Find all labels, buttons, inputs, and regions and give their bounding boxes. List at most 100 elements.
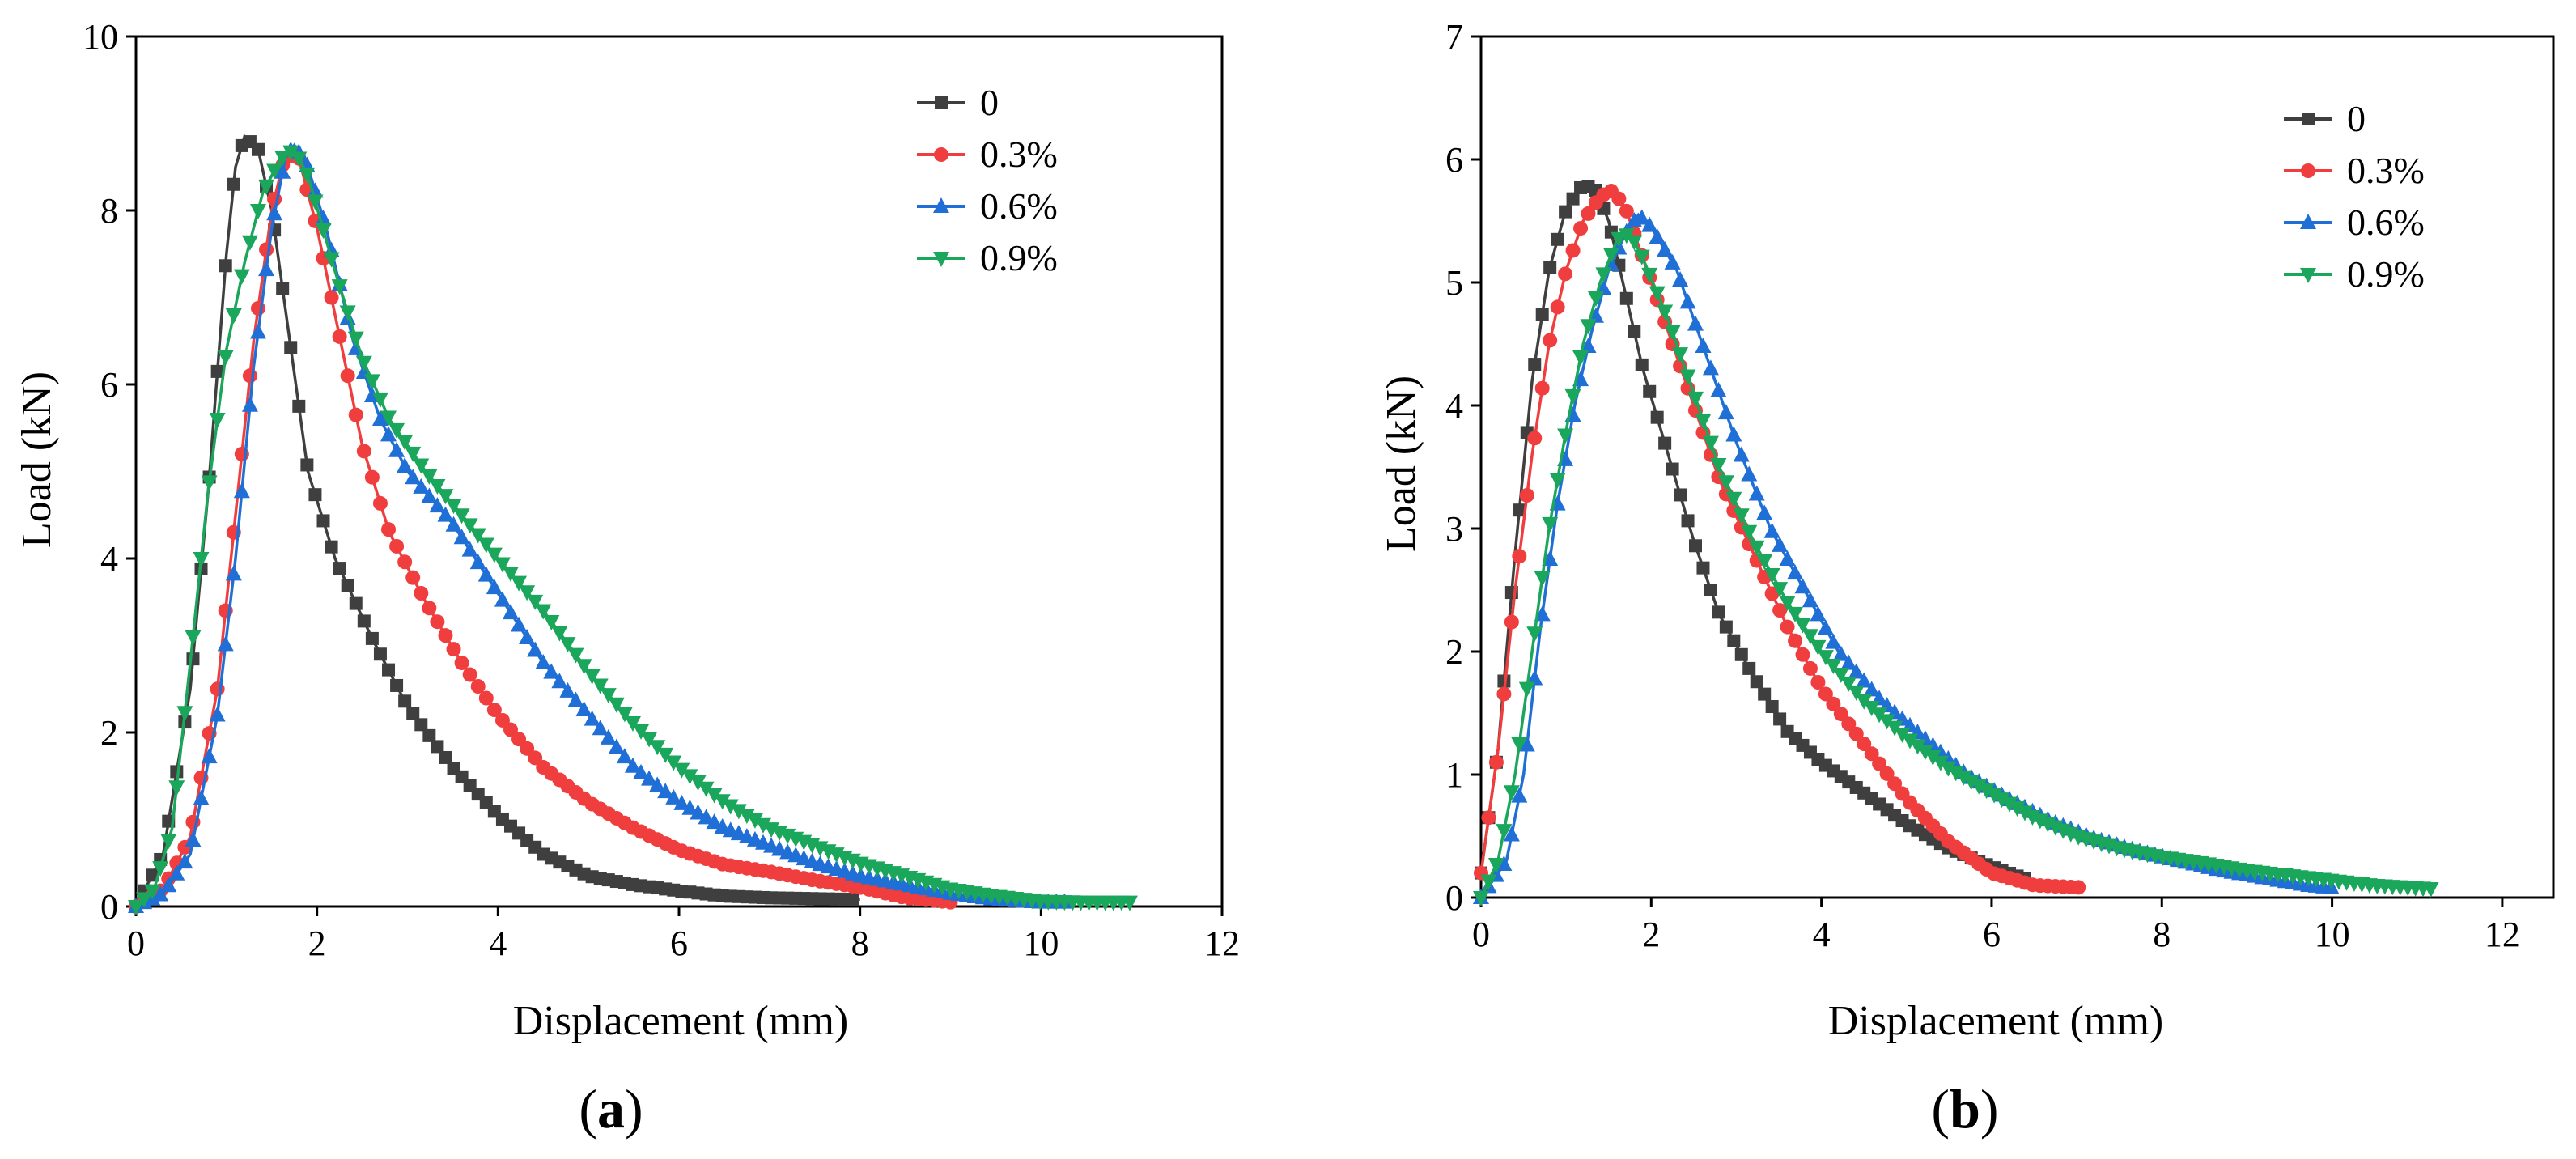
panel-a-label: (a) [579, 1078, 643, 1140]
panel-b-data-point [1619, 291, 1633, 305]
panel-a-data-point [325, 540, 338, 554]
panel-b-data-point [1763, 522, 1780, 538]
panel-b-data-point [1695, 414, 1712, 430]
panel-a-data-point [405, 570, 421, 585]
panel-b-data-point [1886, 720, 1903, 737]
panel-b-data-point [1902, 733, 1918, 749]
panel-b-data-point [1664, 253, 1681, 270]
panel-a-data-point [624, 715, 641, 732]
panel-a-data-point [128, 900, 144, 915]
panel-b-data-point [1557, 428, 1574, 444]
panel-b-data-point [1772, 536, 1789, 552]
panel-b-data-point [1672, 270, 1689, 287]
panel-a-data-point [241, 235, 258, 251]
panel-a-data-point [494, 712, 510, 728]
panel-a-data-point [431, 740, 444, 754]
panel-b-data-point [1833, 707, 1848, 722]
panel-a-data-point [186, 652, 200, 666]
panel-b-data-point [1832, 667, 1849, 683]
panel-b-data-point [2016, 805, 2033, 821]
panel-a-data-point [543, 615, 560, 631]
panel-b-data-point [1572, 350, 1589, 366]
panel-b-data-point [1687, 391, 1704, 407]
panel-b-data-point [1473, 891, 1489, 906]
panel-a-data-point [193, 789, 210, 805]
panel-b-data-point [1879, 766, 1895, 781]
panel-b-data-point [1681, 514, 1695, 528]
panel-b-data-point [1633, 249, 1650, 265]
panel-b-y-tick-label: 3 [1445, 509, 1463, 549]
panel-b-data-point [1674, 488, 1687, 502]
panel-a-data-point [136, 892, 153, 908]
panel-a-data-point [217, 635, 234, 652]
panel-a-data-point [551, 626, 568, 642]
panel-b-data-point [1810, 639, 1827, 656]
panel-a-data-point [364, 469, 380, 485]
panel-b-data-point [1756, 554, 1773, 570]
panel-a-x-tick-label: 12 [1204, 923, 1240, 963]
panel-b-data-point [1856, 672, 1873, 688]
panel-a-data-point [584, 710, 601, 726]
panel-a-data-point [461, 541, 478, 557]
panel-a-data-point [624, 757, 641, 773]
panel-b-data-point [1649, 286, 1666, 302]
panel-b-legend-entry: 0.3% [2284, 150, 2425, 191]
panel-b-data-point [1727, 634, 1741, 647]
panel-b-data-point [1704, 584, 1717, 596]
panel-a-y-tick-label: 2 [100, 713, 118, 753]
panel-a-data-point [373, 647, 387, 661]
panel-b-data-point [1841, 716, 1857, 732]
panel-a-data-point [315, 210, 332, 226]
panel-b-data-point [1518, 681, 1535, 698]
panel-a-data-point [266, 163, 283, 180]
panel-a-legend: 0 0.3% 0.6% 0.9% [917, 82, 1058, 278]
panel-a-data-point [446, 642, 461, 657]
panel-b-data-point [1595, 267, 1612, 283]
panel-a-data-point [462, 667, 477, 682]
panel-b-data-point [1779, 550, 1796, 566]
panel-a-data-point [649, 776, 666, 792]
panel-a-data-point [738, 809, 755, 825]
panel-b-data-point [1679, 293, 1696, 309]
panel-a-data-point [276, 282, 290, 295]
panel-a: 0 2 4 6 8 10 12 0 2 4 6 8 10 Load (kN) Displacement … [14, 17, 1240, 1140]
panel-a-series-line [135, 151, 951, 908]
panel-a-data-point [233, 482, 250, 499]
panel-b-data-point [1611, 191, 1627, 206]
panel-b-data-point [1887, 776, 1903, 792]
panel-b-data-point [1802, 629, 1818, 645]
panel-a-data-point [600, 728, 617, 745]
panel-b-data-point [1511, 787, 1528, 803]
panel-a-data-point [600, 688, 617, 704]
panel-b-x-axis-title: Displacement (mm) [1828, 998, 2163, 1044]
panel-a-data-point [438, 628, 453, 643]
panel-b-label: (b) [1931, 1078, 1998, 1140]
panel-a-data-point [657, 783, 674, 799]
panel-b-data-point [1741, 524, 1758, 541]
panel-b-data-point [1894, 727, 1911, 743]
panel-a-data-point [486, 547, 503, 563]
panel-b-data-point [1848, 726, 1864, 741]
panel-a-data-point [365, 631, 379, 645]
panel-a-data-point [388, 422, 405, 439]
panel-b-y-tick-label: 0 [1445, 878, 1463, 918]
panel-b-data-point [1618, 228, 1635, 244]
panel-b-data-point [1794, 578, 1811, 594]
panel-b-data-point [1863, 681, 1880, 697]
panel-b-legend-entry: 0.9% [2284, 253, 2425, 295]
panel-a-data-point [520, 741, 535, 756]
panel-a-data-point [846, 893, 859, 906]
panel-a-data-point [633, 763, 650, 779]
panel-a-data-point [292, 399, 306, 413]
panel-b-legend-marker [2300, 214, 2316, 229]
panel-a-data-point [528, 750, 543, 766]
panel-a-data-point [274, 163, 291, 179]
panel-a-plot-area: 0 2 4 6 8 10 12 0 2 4 6 8 10 [83, 17, 1240, 963]
panel-a-data-point [502, 567, 519, 583]
panel-b-y-tick-label: 2 [1445, 632, 1463, 672]
panel-a-data-point [251, 142, 265, 156]
panel-a-data-point [201, 475, 218, 491]
panel-b-data-point [1573, 221, 1589, 236]
panel-b-data-point [1733, 508, 1750, 524]
panel-b-data-point [1542, 516, 1559, 533]
